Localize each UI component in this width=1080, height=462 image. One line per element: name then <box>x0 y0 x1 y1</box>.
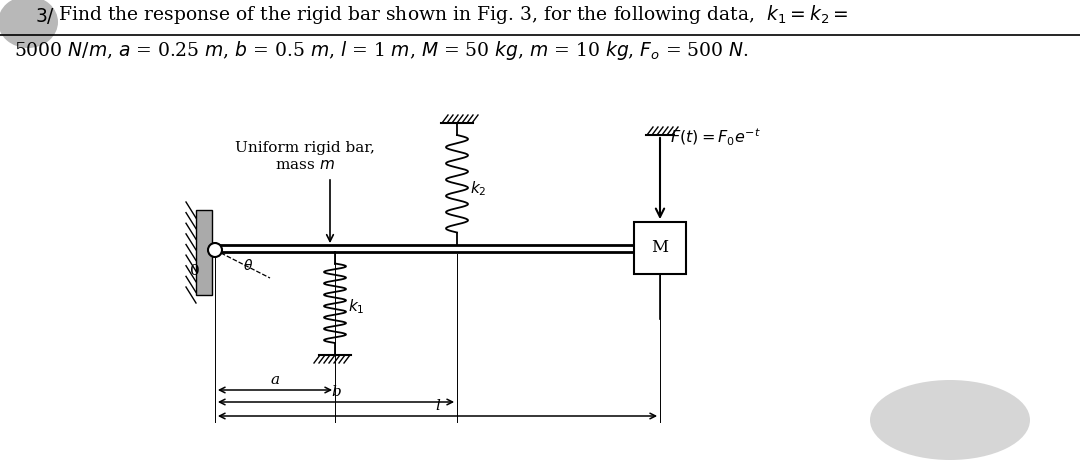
Text: $\theta$: $\theta$ <box>243 258 253 273</box>
Text: Uniform rigid bar,: Uniform rigid bar, <box>235 141 375 155</box>
Text: Find the response of the rigid bar shown in Fig. 3, for the following data,  $k_: Find the response of the rigid bar shown… <box>58 3 848 26</box>
Bar <box>634 222 686 274</box>
Text: 5000 $N/m$, $a$ = 0.25 $m$, $b$ = 0.5 $m$, $l$ = 1 $m$, $M$ = 50 $kg$, $m$ = 10 : 5000 $N/m$, $a$ = 0.25 $m$, $b$ = 0.5 $m… <box>14 39 748 62</box>
Text: a: a <box>270 373 280 387</box>
Text: 0: 0 <box>190 264 200 278</box>
Bar <box>195 210 212 295</box>
Text: $3/$: $3/$ <box>35 6 55 26</box>
Text: l: l <box>435 399 440 413</box>
Ellipse shape <box>870 380 1030 460</box>
Text: $k_2$: $k_2$ <box>470 180 486 199</box>
Text: $k_1$: $k_1$ <box>348 297 365 316</box>
Text: $F(t) = F_0 e^{-t}$: $F(t) = F_0 e^{-t}$ <box>670 127 761 148</box>
Circle shape <box>208 243 222 257</box>
Text: b: b <box>332 385 341 399</box>
Text: M: M <box>651 239 669 256</box>
Ellipse shape <box>0 0 58 48</box>
Text: mass $m$: mass $m$ <box>275 158 335 172</box>
